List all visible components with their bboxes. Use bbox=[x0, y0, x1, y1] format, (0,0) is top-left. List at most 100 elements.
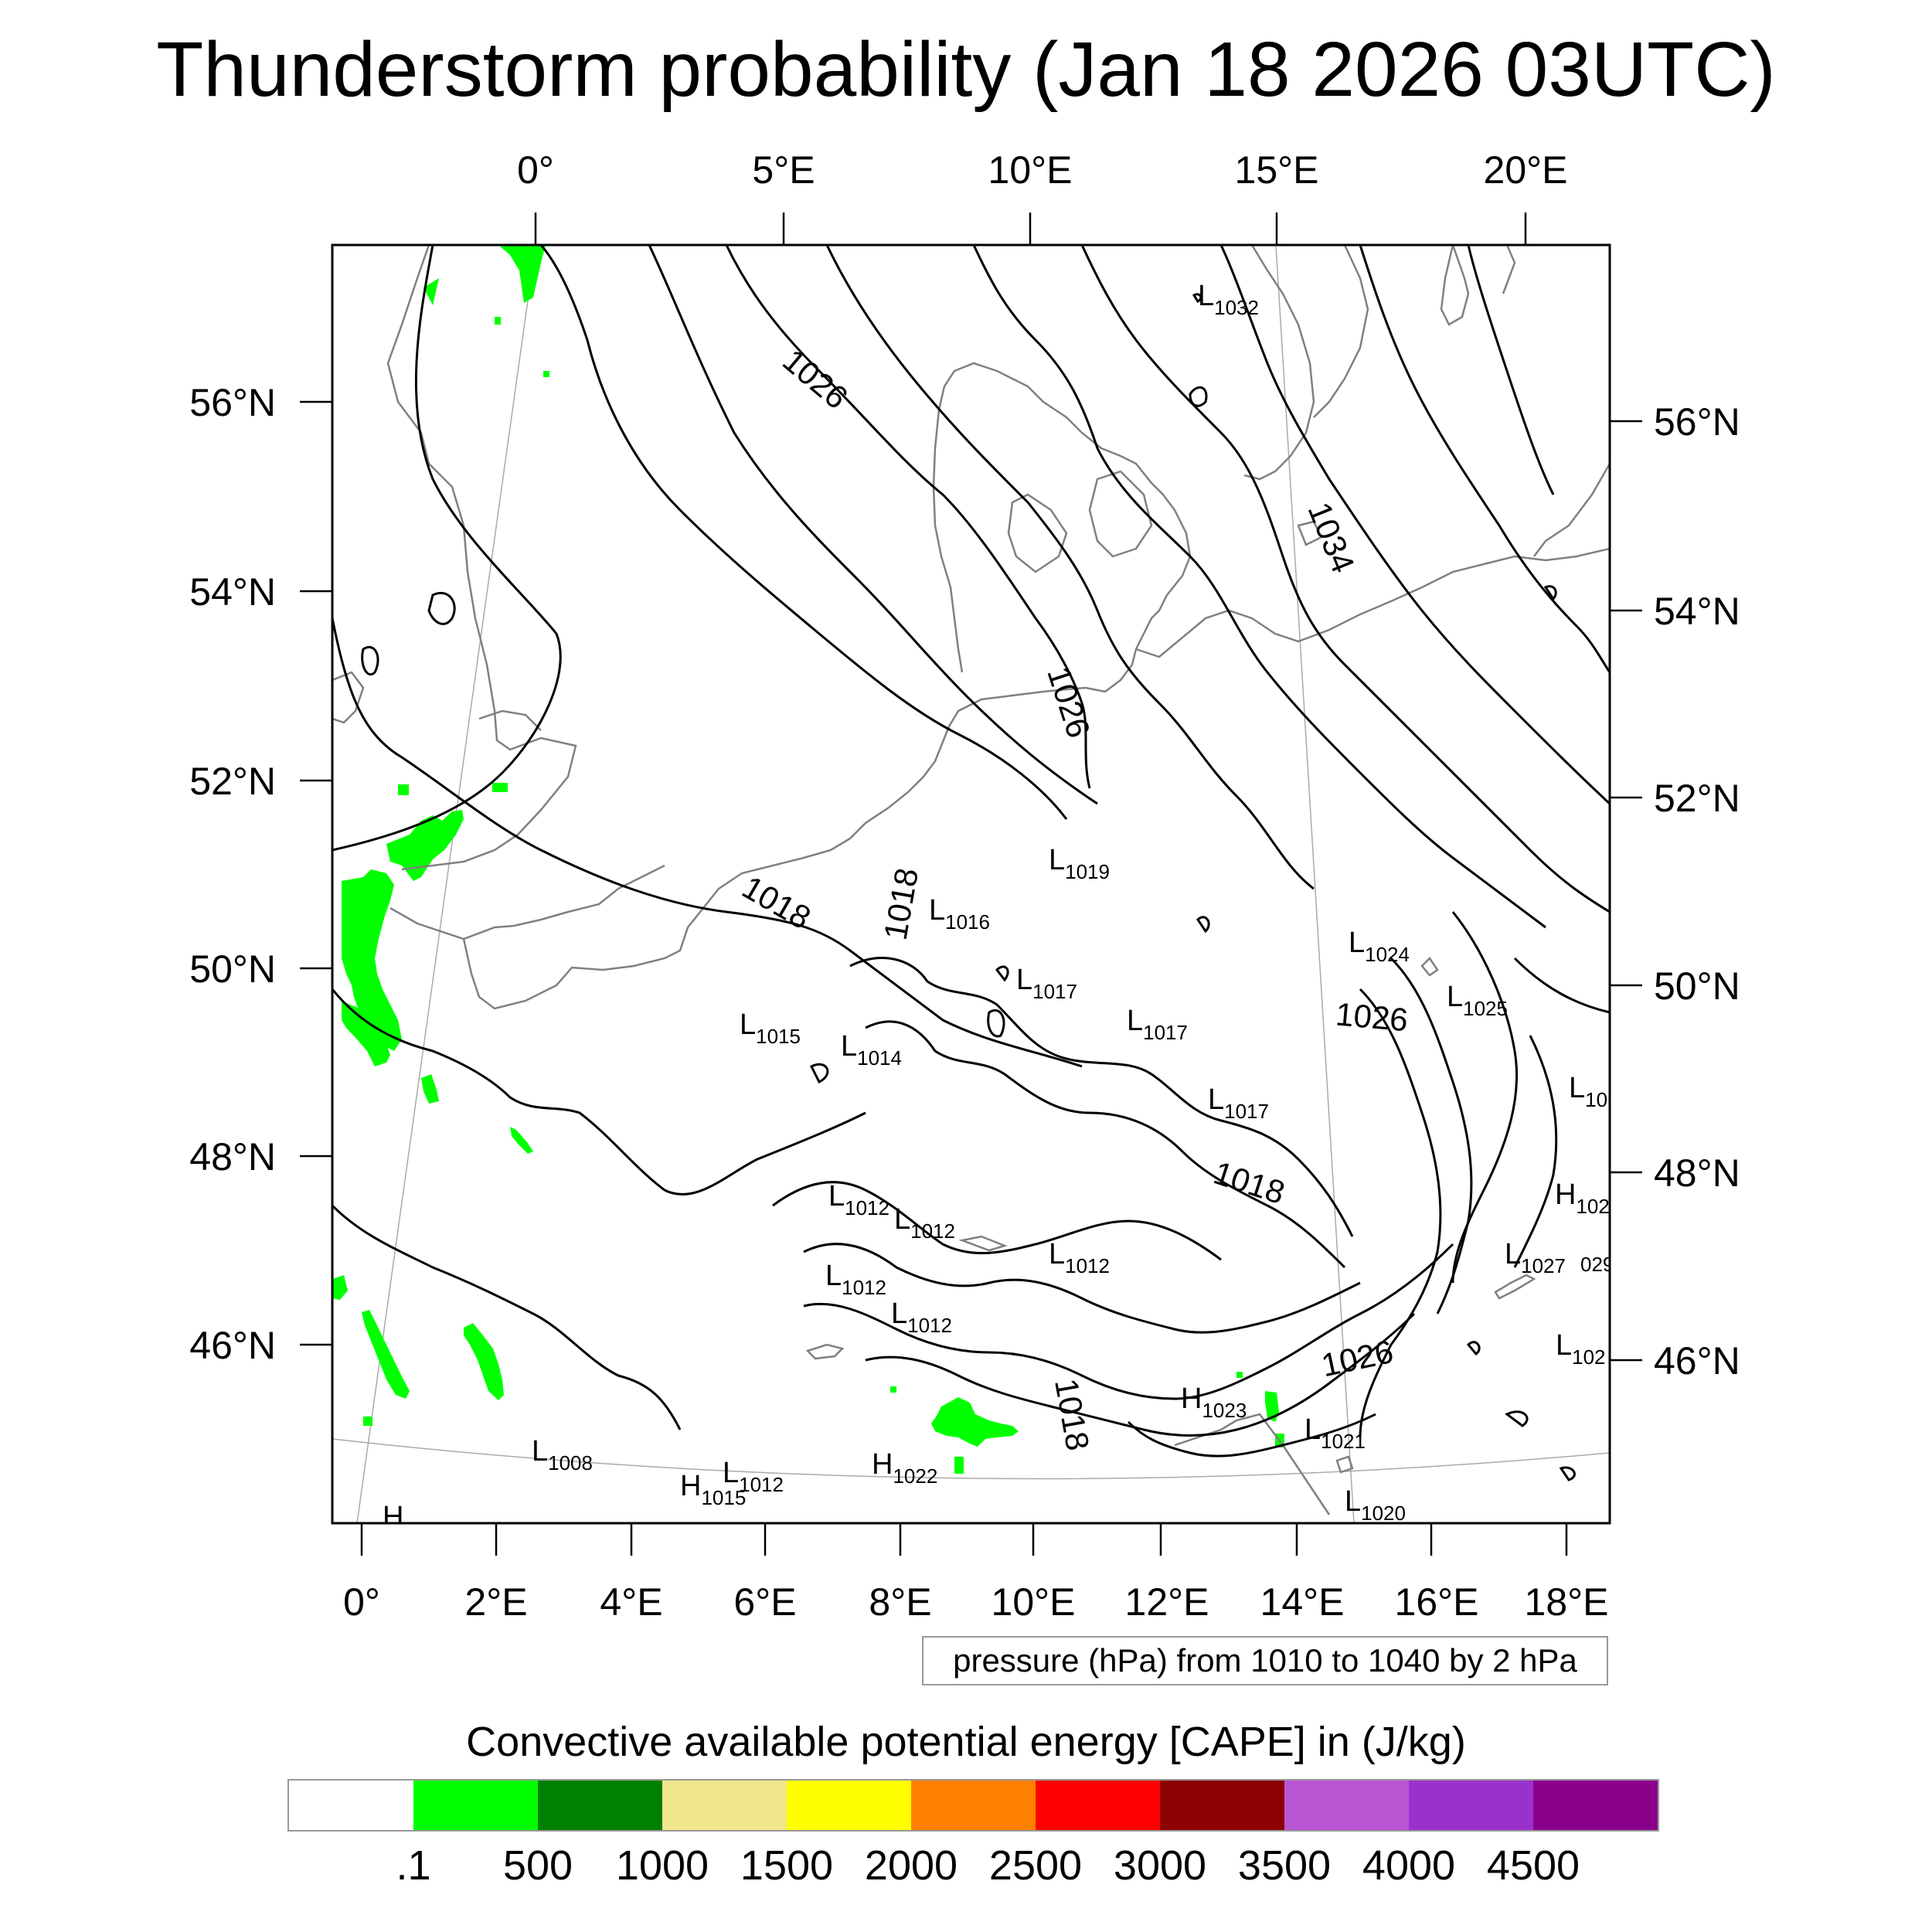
pressure-center: L1017 bbox=[1208, 1083, 1269, 1123]
colorbar-tick-label: 500 bbox=[502, 1842, 573, 1889]
cape-patch bbox=[362, 1310, 410, 1399]
cape-patch bbox=[332, 1275, 348, 1300]
tick-label: 4°E bbox=[600, 1580, 662, 1624]
isobar bbox=[1189, 386, 1208, 407]
isobar bbox=[1513, 957, 1610, 1014]
isobar bbox=[849, 957, 1354, 1237]
tick-label: 46°N bbox=[1654, 1339, 1740, 1383]
cape-patch bbox=[931, 1397, 1019, 1447]
isobar bbox=[539, 245, 1068, 820]
pressure-center: L1024 bbox=[1349, 927, 1410, 966]
cape-patch bbox=[495, 317, 501, 325]
pressure-center: L1012 bbox=[723, 1457, 784, 1496]
pressure-centers: L1032 L1019 L1016 L1024 L1017 L1025 L101… bbox=[383, 280, 1610, 1525]
tick-label: 10°E bbox=[992, 1580, 1076, 1624]
colorbar-title: Convective available potential energy [C… bbox=[466, 1719, 1466, 1765]
meridian-15e bbox=[1275, 245, 1355, 1523]
lake-constance bbox=[958, 1235, 1008, 1252]
colorbar-swatch bbox=[413, 1781, 538, 1830]
colorbar-swatch bbox=[1160, 1781, 1284, 1830]
isobar bbox=[1466, 1341, 1481, 1356]
coast-zealand bbox=[1088, 470, 1153, 558]
tick-label: 15°E bbox=[1235, 148, 1319, 192]
cape-patch bbox=[498, 245, 546, 303]
isobar bbox=[1505, 1410, 1529, 1427]
contour-label: 1034 bbox=[1301, 497, 1362, 577]
isobar bbox=[1513, 1035, 1558, 1268]
pressure-center: L102 bbox=[1556, 1329, 1606, 1369]
isobar bbox=[995, 965, 1009, 982]
pressure-center: L1012 bbox=[891, 1298, 952, 1337]
cape-patch bbox=[386, 810, 464, 881]
left-lat-labels: 56°N 54°N 52°N 50°N 48°N 46°N bbox=[189, 381, 276, 1367]
pressure-center: L1017 bbox=[1016, 964, 1077, 1003]
cape-patch bbox=[342, 869, 402, 1051]
meridian-0 bbox=[356, 245, 536, 1523]
isobar bbox=[648, 245, 1098, 805]
contour-label: 1026 bbox=[776, 342, 855, 416]
graticule bbox=[332, 245, 1610, 1523]
cape-patch bbox=[464, 1323, 504, 1400]
tick-label: 0° bbox=[343, 1580, 380, 1624]
coast-vis bbox=[1335, 1455, 1354, 1474]
isobar bbox=[772, 1181, 1222, 1261]
isobar bbox=[725, 245, 1091, 789]
isobar bbox=[1127, 1413, 1376, 1458]
pressure-center: L1015 bbox=[740, 1009, 801, 1048]
colorbar-swatch bbox=[1284, 1781, 1409, 1830]
isobar bbox=[1543, 585, 1557, 601]
pressure-center: L1027 bbox=[1505, 1238, 1566, 1277]
tick-label: 56°N bbox=[1654, 400, 1740, 444]
isobar bbox=[1451, 911, 1519, 1284]
coast-jutland bbox=[996, 369, 1192, 693]
coast-britain-east bbox=[386, 245, 577, 871]
isobar bbox=[427, 591, 456, 625]
pressure-center: H1022 bbox=[872, 1448, 937, 1488]
colorbar-tick-label: 2500 bbox=[988, 1842, 1083, 1889]
tick-label: 52°N bbox=[189, 760, 276, 803]
coastlines bbox=[332, 245, 1610, 1515]
tick-label: 54°N bbox=[189, 570, 276, 614]
isobars bbox=[332, 245, 1610, 1481]
isobar bbox=[332, 988, 866, 1196]
coast-gotland bbox=[1440, 245, 1470, 326]
tick-label: 50°N bbox=[1654, 964, 1740, 1008]
coast-britain-south bbox=[389, 864, 665, 940]
colorbar-swatch bbox=[538, 1781, 662, 1830]
tick-label: 52°N bbox=[1654, 777, 1740, 820]
isobar bbox=[1359, 988, 1442, 1438]
top-lon-labels: 0° 5°E 10°E 15°E 20°E bbox=[517, 148, 1567, 192]
tick-label: 48°N bbox=[1654, 1151, 1740, 1195]
contour-info-box: pressure (hPa) from 1010 to 1040 by 2 hP… bbox=[922, 1636, 1608, 1685]
pressure-center: L1021 bbox=[1304, 1413, 1366, 1453]
cape-patch bbox=[492, 783, 508, 792]
pressure-center: L1016 bbox=[929, 894, 990, 934]
bottom-lon-labels: 0° 2°E 4°E 6°E 8°E 10°E 12°E 14°E 16°E 1… bbox=[343, 1580, 1608, 1624]
colorbar-swatch bbox=[1533, 1781, 1658, 1830]
colorbar-swatch bbox=[1036, 1781, 1160, 1830]
isobar bbox=[803, 1243, 1454, 1400]
tick-label: 20°E bbox=[1484, 148, 1568, 192]
pressure-center: L1012 bbox=[825, 1260, 886, 1299]
cape-patch bbox=[421, 1074, 439, 1104]
colorbar-swatch bbox=[1409, 1781, 1533, 1830]
plot-frame bbox=[331, 243, 1611, 1525]
axis-ticks bbox=[300, 213, 1642, 1556]
cape-patch bbox=[954, 1457, 964, 1474]
tick-label: 0° bbox=[517, 148, 554, 192]
pressure-center: L1020 bbox=[1345, 1485, 1406, 1525]
isobar bbox=[1359, 245, 1610, 673]
coast-sweden-east bbox=[1313, 245, 1369, 418]
isobar bbox=[1467, 245, 1555, 495]
coast-lakes-north bbox=[1420, 957, 1439, 977]
coast-baltic-east bbox=[1533, 463, 1610, 557]
isobar bbox=[803, 1243, 1361, 1334]
tick-label: 14°E bbox=[1260, 1580, 1345, 1624]
isobar bbox=[865, 1312, 1416, 1437]
colorbar-swatch bbox=[289, 1781, 413, 1830]
isobar bbox=[1219, 245, 1610, 805]
cape-patch bbox=[510, 1127, 533, 1154]
pressure-center: L1012 bbox=[1049, 1238, 1110, 1277]
coast-bornholm bbox=[1297, 520, 1323, 546]
isobar bbox=[332, 617, 1083, 1068]
